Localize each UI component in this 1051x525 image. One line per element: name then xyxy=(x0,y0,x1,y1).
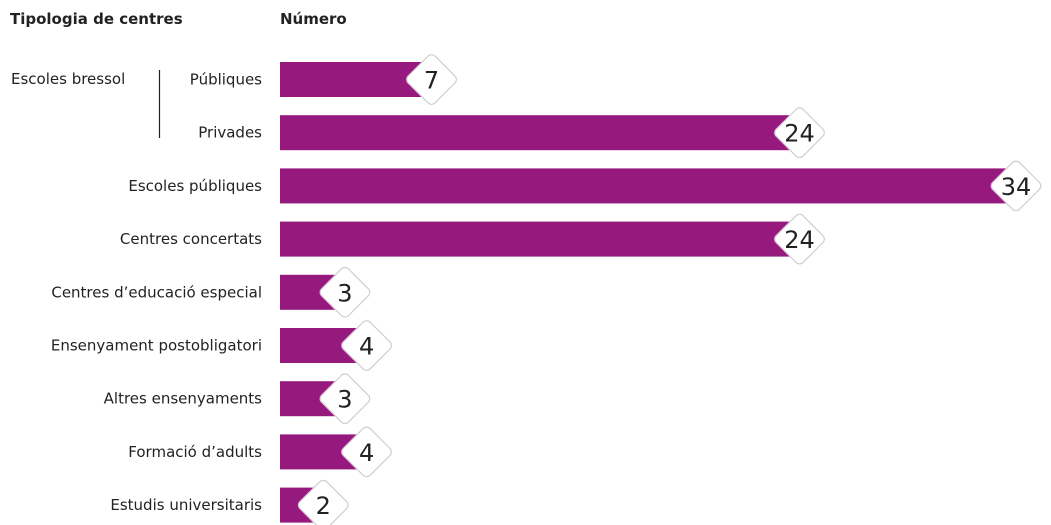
category-label-1: Privades xyxy=(198,124,262,142)
category-label-7: Formació d’adults xyxy=(128,443,262,461)
value-label-4: 3 xyxy=(337,279,352,307)
category-label-3: Centres concertats xyxy=(120,230,262,248)
value-badge-1 xyxy=(774,107,825,159)
bar-3 xyxy=(280,221,800,257)
category-header: Tipologia de centres xyxy=(10,10,183,28)
bar-1 xyxy=(280,115,800,151)
value-badge-7 xyxy=(341,426,392,478)
category-label-5: Ensenyament postobligatori xyxy=(51,337,262,355)
value-label-1: 24 xyxy=(784,120,815,148)
value-label-8: 2 xyxy=(316,492,331,520)
bar-2 xyxy=(280,168,1016,204)
value-badge-2 xyxy=(990,160,1042,212)
category-label-0: Públiques xyxy=(190,71,262,89)
value-label-5: 4 xyxy=(359,333,374,361)
value-label-0: 7 xyxy=(424,67,439,95)
value-label-2: 34 xyxy=(1001,173,1032,201)
value-label-3: 24 xyxy=(784,226,815,254)
value-badge-4 xyxy=(319,266,371,318)
value-label-7: 4 xyxy=(359,439,374,467)
value-badge-8 xyxy=(297,479,349,525)
category-label-2: Escoles públiques xyxy=(128,177,262,195)
value-badge-0 xyxy=(406,54,457,105)
value-label-6: 3 xyxy=(337,386,352,414)
value-header: Número xyxy=(280,10,347,28)
category-label-4: Centres d’educació especial xyxy=(51,283,262,301)
category-label-6: Altres ensenyaments xyxy=(104,390,263,408)
value-badge-6 xyxy=(319,373,371,425)
value-badge-5 xyxy=(341,320,392,371)
category-label-8: Estudis universitaris xyxy=(110,496,262,514)
group-label-escoles-bressol: Escoles bressol xyxy=(11,70,125,88)
value-badge-3 xyxy=(774,213,825,265)
